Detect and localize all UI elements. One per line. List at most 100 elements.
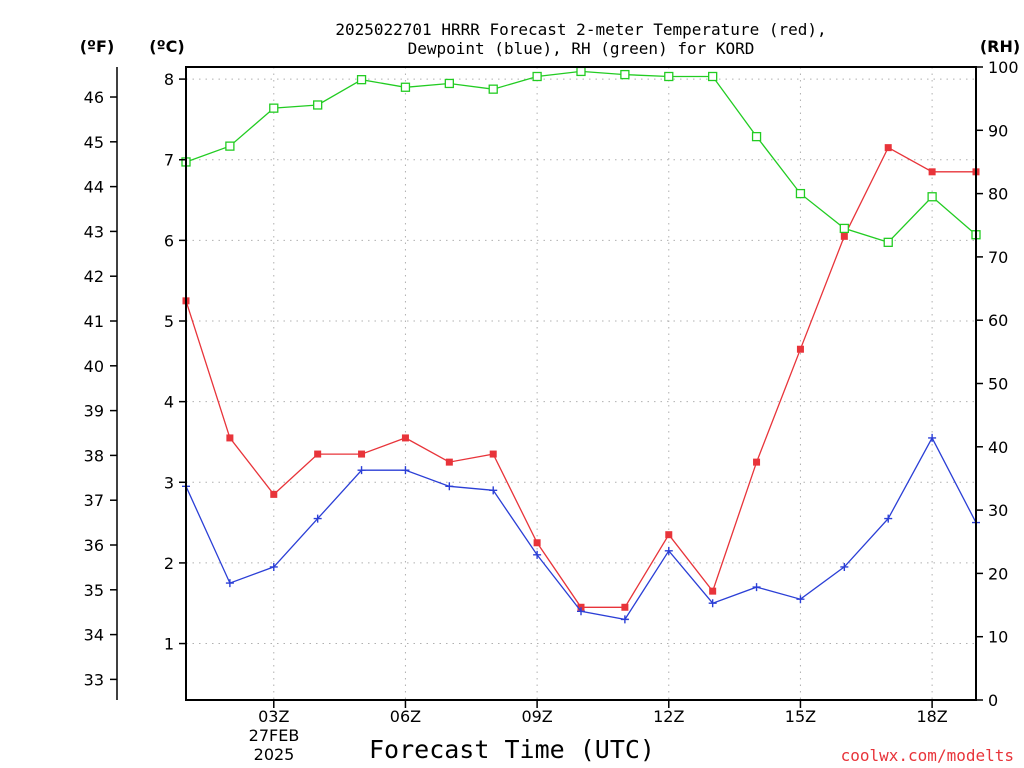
temperature-point [358, 450, 366, 458]
time-axis: 03Z 06Z 09Z 12Z 15Z 18Z [258, 700, 948, 726]
fahrenheit-tick-label: 37 [84, 491, 104, 510]
celsius-tick-label: 7 [164, 151, 174, 170]
dewpoint-point [225, 579, 234, 588]
fahrenheit-axis: 33 34 35 36 37 38 39 40 41 42 43 44 45 46 [84, 88, 117, 689]
fahrenheit-unit-label: (ºF) [80, 37, 115, 56]
temperature-point [665, 531, 673, 539]
temperature-line [185, 146, 976, 608]
x-tick-label: 03Z [258, 707, 289, 726]
dewpoint-point [884, 514, 893, 523]
rh-point [795, 188, 806, 199]
fahrenheit-tick-label: 46 [84, 88, 104, 107]
rh-point [532, 71, 542, 82]
temperature-point [621, 603, 629, 611]
dewpoint-point [796, 595, 805, 604]
fahrenheit-tick-label: 38 [84, 446, 104, 465]
fahrenheit-tick-label: 42 [84, 267, 104, 286]
temperature-point [314, 450, 322, 458]
dewpoint-point [401, 466, 410, 475]
dewpoint-point [489, 486, 498, 495]
celsius-tick-label: 4 [164, 393, 174, 412]
dewpoint-point [533, 550, 542, 559]
celsius-tick-label: 8 [164, 70, 174, 89]
rh-tick-label: 10 [988, 628, 1008, 647]
temperature-point [577, 603, 585, 611]
fahrenheit-tick-label: 45 [84, 133, 104, 152]
dewpoint-point [664, 546, 673, 555]
celsius-unit-label: (ºC) [149, 37, 184, 56]
temperature-point [796, 345, 804, 353]
celsius-axis: 1 2 3 4 5 6 7 8 [164, 70, 186, 654]
fahrenheit-tick-label: 35 [84, 581, 104, 600]
dewpoint-point [445, 482, 454, 491]
rh-point [751, 131, 762, 142]
temperature-point [884, 144, 892, 152]
x-tick-label: 06Z [390, 707, 421, 726]
rh-point [313, 100, 323, 110]
x-tick-label: 12Z [653, 707, 684, 726]
rh-tick-label: 70 [988, 248, 1008, 267]
rh-tick-label: 60 [988, 311, 1008, 330]
rh-tick-label: 40 [988, 438, 1008, 457]
rh-point [488, 84, 498, 94]
rh-tick-label: 50 [988, 375, 1008, 394]
rh-point [664, 71, 674, 82]
celsius-tick-label: 6 [164, 231, 174, 250]
rh-point [576, 66, 586, 77]
dewpoint-point [269, 562, 278, 571]
temperature-point [709, 587, 717, 595]
chart-title-line2: Dewpoint (blue), RH (green) for KORD [408, 39, 755, 58]
fahrenheit-tick-label: 40 [84, 357, 104, 376]
celsius-tick-label: 2 [164, 554, 174, 573]
temperature-point [928, 168, 936, 176]
rh-point [400, 82, 411, 92]
rh-tick-label: 0 [988, 691, 998, 710]
rh-line [185, 70, 977, 244]
celsius-tick-label: 1 [164, 635, 174, 654]
rh-unit-label: (RH) [980, 37, 1020, 56]
celsius-tick-label: 3 [164, 473, 174, 492]
x-date-label-year: 2025 [254, 745, 295, 764]
fahrenheit-tick-label: 36 [84, 536, 104, 555]
rh-tick-label: 100 [988, 58, 1019, 77]
temperature-point [445, 458, 453, 466]
rh-point [883, 237, 893, 247]
x-tick-label: 18Z [916, 707, 947, 726]
rh-point [839, 223, 849, 234]
x-date-label-day: 27FEB [249, 726, 300, 745]
rh-point [620, 69, 630, 80]
temperature-point [226, 434, 234, 442]
x-tick-label: 15Z [785, 707, 816, 726]
temperature-point [489, 450, 497, 458]
dewpoint-point [620, 615, 629, 624]
rh-point [708, 71, 718, 82]
rh-tick-label: 20 [988, 564, 1008, 583]
dewpoint-point [313, 514, 322, 523]
rh-point [269, 103, 279, 113]
temperature-point [840, 232, 848, 240]
dewpoint-point [708, 599, 717, 608]
rh-tick-label: 80 [988, 185, 1008, 204]
fahrenheit-tick-label: 41 [84, 312, 104, 331]
temperature-point [533, 539, 541, 547]
dewpoint-point [840, 562, 849, 571]
rh-point [225, 141, 235, 151]
rh-tick-label: 30 [988, 501, 1008, 520]
rh-tick-label: 90 [988, 121, 1008, 140]
rh-point [444, 78, 454, 89]
temperature-point [753, 458, 761, 466]
chart-title-line1: 2025022701 HRRR Forecast 2-meter Tempera… [335, 20, 826, 39]
fahrenheit-tick-label: 44 [84, 178, 104, 197]
fahrenheit-tick-label: 34 [84, 626, 104, 645]
dewpoint-line [185, 436, 977, 621]
rh-point [356, 75, 367, 85]
series-layer [181, 66, 981, 624]
temperature-point [270, 490, 278, 498]
fahrenheit-tick-label: 43 [84, 222, 104, 241]
credit-text: coolwx.com/modelts [841, 746, 1014, 765]
celsius-tick-label: 5 [164, 312, 174, 331]
dewpoint-point [577, 607, 585, 616]
rh-point [927, 192, 937, 202]
dewpoint-point [752, 583, 761, 592]
